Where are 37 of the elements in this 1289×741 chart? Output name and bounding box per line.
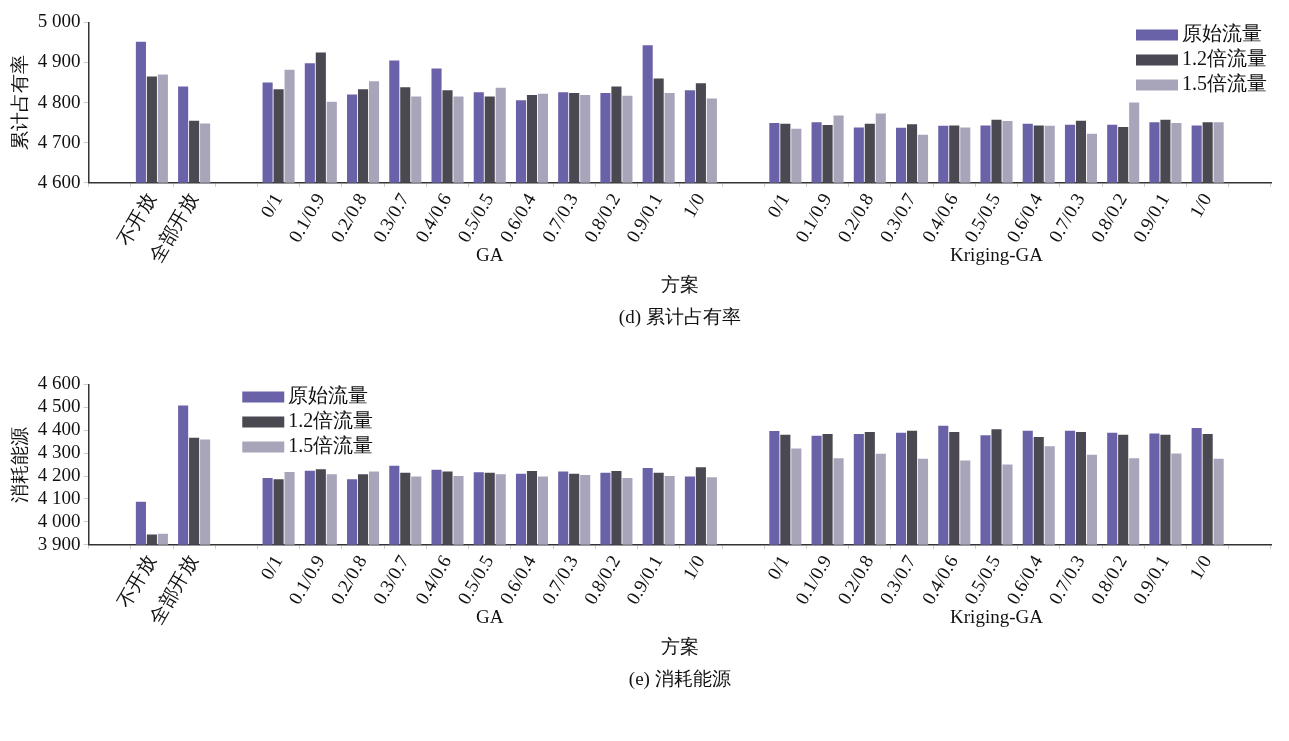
legend-label: 1.5倍流量	[288, 433, 374, 456]
x-tick-label: 1/0	[1185, 189, 1216, 221]
y-tick-label: 3 900	[37, 532, 81, 554]
legend-label: 1.5倍流量	[1182, 71, 1267, 94]
y-tick-label: 4 000	[37, 509, 81, 531]
y-tick-label: 4 600	[37, 170, 81, 192]
x-axis-title: 方案	[660, 274, 699, 296]
x-tick-label: 1/0	[678, 189, 709, 221]
y-tick-label: 4 900	[37, 50, 81, 72]
y-tick-label: 4 100	[37, 486, 81, 508]
y-tick-label: 4 500	[37, 395, 81, 417]
legend-label: 1.2倍流量	[1182, 46, 1267, 69]
text: (e) 消耗能源	[628, 668, 731, 691]
text: Kriging-GA	[950, 606, 1044, 628]
x-tick-label: 0/1	[256, 551, 287, 583]
y-axis-title: 消耗能源	[9, 426, 31, 503]
legend-label: 原始流量	[288, 383, 369, 406]
y-tick-label: 4 800	[37, 90, 81, 112]
y-tick-label: 4 600	[37, 372, 81, 394]
y-tick-label: 5 000	[37, 10, 81, 32]
x-tick-label: 0/1	[256, 189, 287, 221]
x-tick-label: 1/0	[678, 551, 709, 583]
y-tick-label: 4 700	[37, 130, 81, 152]
x-tick-label: 0/1	[762, 551, 794, 583]
text: Kriging-GA	[950, 244, 1044, 266]
text: GA	[476, 244, 504, 266]
legend-label: 1.2倍流量	[288, 408, 374, 431]
y-axis-title: 累计占有率	[9, 55, 31, 151]
legend-label: 原始流量	[1182, 21, 1262, 44]
text: GA	[476, 606, 504, 628]
x-axis-title: 方案	[660, 636, 699, 658]
y-tick-label: 4 200	[37, 464, 81, 486]
y-tick-label: 4 400	[37, 418, 81, 440]
y-tick-label: 4 300	[37, 441, 81, 463]
x-tick-label: 1/0	[1185, 551, 1216, 583]
x-tick-label: 0/1	[762, 189, 794, 221]
text: (d) 累计占有率	[618, 306, 741, 329]
